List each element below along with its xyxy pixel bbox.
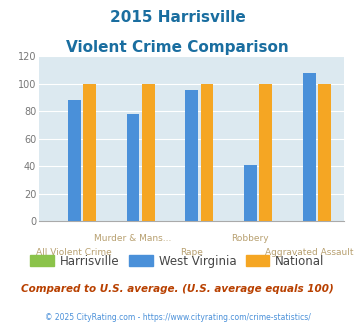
Bar — [68, 100, 81, 221]
Bar — [303, 73, 316, 221]
Bar — [126, 114, 140, 221]
Text: All Violent Crime: All Violent Crime — [37, 248, 112, 257]
Legend: Harrisville, West Virginia, National: Harrisville, West Virginia, National — [26, 250, 329, 273]
Text: Violent Crime Comparison: Violent Crime Comparison — [66, 40, 289, 54]
Bar — [142, 83, 155, 221]
Bar — [318, 83, 331, 221]
Bar — [259, 83, 272, 221]
Text: Robbery: Robbery — [231, 234, 269, 243]
Text: Aggravated Assault: Aggravated Assault — [265, 248, 353, 257]
Text: 2015 Harrisville: 2015 Harrisville — [110, 10, 245, 25]
Text: Murder & Mans...: Murder & Mans... — [94, 234, 172, 243]
Text: Compared to U.S. average. (U.S. average equals 100): Compared to U.S. average. (U.S. average … — [21, 284, 334, 294]
Text: © 2025 CityRating.com - https://www.cityrating.com/crime-statistics/: © 2025 CityRating.com - https://www.city… — [45, 314, 310, 322]
Bar — [83, 83, 96, 221]
Bar — [244, 165, 257, 221]
Text: Rape: Rape — [180, 248, 203, 257]
Bar — [201, 83, 213, 221]
Bar — [185, 90, 198, 221]
